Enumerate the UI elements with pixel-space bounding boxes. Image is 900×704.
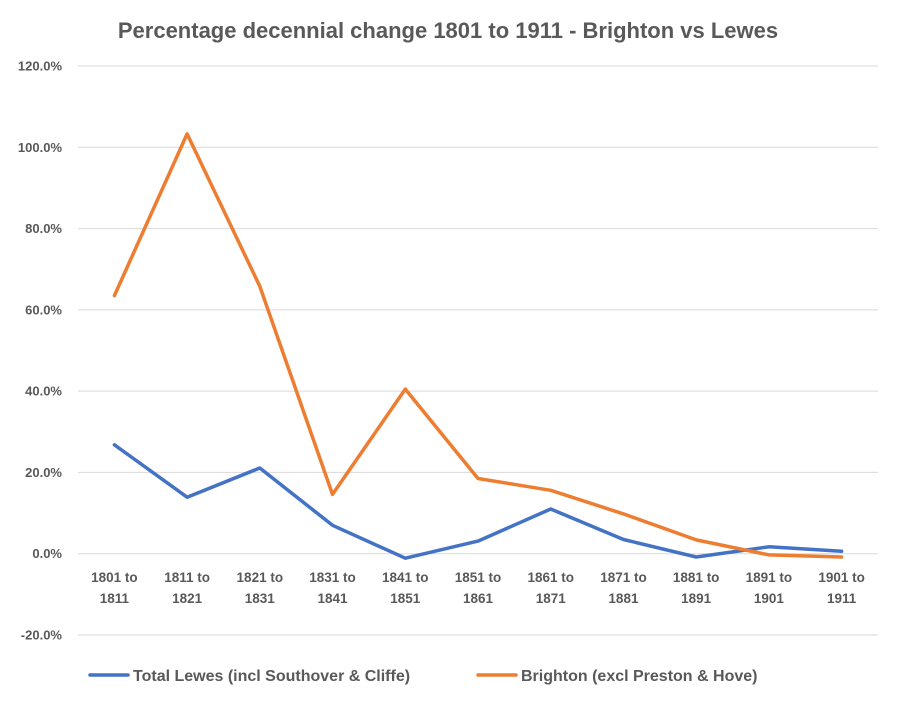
legend-label: Brighton (excl Preston & Hove) [521,668,757,685]
x-axis-tick-labels: 1801 to 1811 1811 to 1821 1821 to 1831 1831 to… [91,570,865,606]
y-tick-label: 100.0% [18,140,63,155]
series-line-lewes [112,443,844,560]
x-tick-label: 1901 to 1911 [818,570,865,606]
x-tick-label: 1871 to 1881 [600,570,647,606]
series-lines [112,132,844,560]
y-tick-label: 0.0% [32,546,62,561]
x-tick-label: 1881 to 1891 [673,570,720,606]
y-tick-label: -20.0% [21,628,63,643]
x-tick-label: 1801 to 1811 [91,570,138,606]
gridlines [78,65,878,636]
y-tick-label: 60.0% [25,302,62,317]
y-tick-label: 120.0% [18,59,63,74]
x-tick-label: 1861 to 1871 [527,570,574,606]
legend-label: Total Lewes (incl Southover & Cliffe) [133,668,410,685]
x-tick-label: 1841 to 1851 [382,570,429,606]
x-tick-label: 1891 to 1901 [746,570,793,606]
y-axis-tick-labels: -20.0% 0.0% 20.0% 40.0% 60.0% 80.0% 100.0% 120.… [18,59,63,643]
series-line-brighton [112,132,844,559]
x-tick-label: 1851 to 1861 [455,570,502,606]
legend: Total Lewes (incl Southover & Cliffe) Bri… [88,668,757,685]
chart-title: Percentage decennial change 1801 to 1911… [118,18,778,43]
x-tick-label: 1831 to 1841 [309,570,356,606]
y-tick-label: 80.0% [25,221,62,236]
y-tick-label: 20.0% [25,465,62,480]
y-tick-label: 40.0% [25,384,62,399]
x-tick-label: 1821 to 1831 [237,570,284,606]
x-tick-label: 1811 to 1821 [164,570,210,606]
